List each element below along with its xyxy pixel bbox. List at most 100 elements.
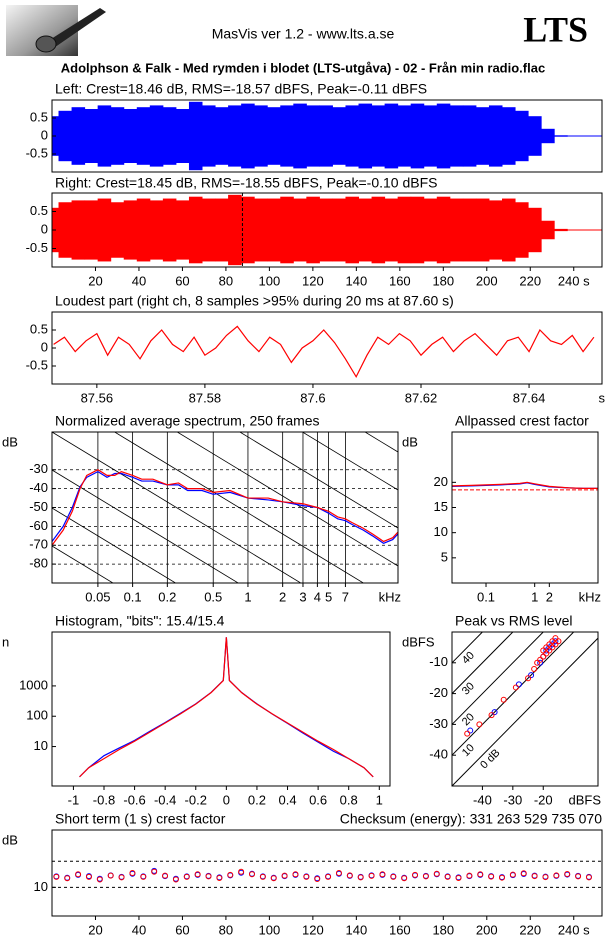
scatter-point <box>549 641 556 648</box>
scatter-point <box>172 876 179 883</box>
waveform-bar <box>215 107 229 165</box>
waveform-bar <box>502 198 516 262</box>
scatter-point <box>455 874 462 881</box>
scatter-point <box>531 665 538 672</box>
scatter-point <box>476 721 483 728</box>
x-tick-label: 7 <box>342 589 349 604</box>
waveform-bar <box>136 198 151 262</box>
scatter-point <box>552 641 559 648</box>
x-tick-label: 240 s <box>558 922 590 937</box>
scatter-point <box>537 659 544 666</box>
y-tick-label: -0.5 <box>26 240 48 255</box>
waveform-bar <box>462 198 477 262</box>
scatter-point <box>129 870 136 876</box>
waveform-bar <box>449 198 464 262</box>
panel: Allpassed crest factor dB kHz 20 15 10 5 0.1 1 2 <box>402 413 601 605</box>
logo: LTS <box>523 9 588 49</box>
photo-shape <box>35 35 57 53</box>
y-tick-label: 20 <box>434 474 448 489</box>
scatter-point <box>491 709 498 716</box>
panel: Normalized average spectrum, 250 frames d… <box>2 413 401 605</box>
waveform-bar <box>241 103 255 169</box>
x-tick-label: 120 <box>302 273 324 288</box>
waveform-bar <box>175 200 190 260</box>
scatter-point <box>270 875 277 882</box>
scatter-point <box>500 696 507 703</box>
y-axis-label: dB <box>2 832 18 847</box>
waveform-bar <box>293 198 307 262</box>
x-tick-label: 1 <box>376 792 383 807</box>
waveform-bar <box>436 196 451 264</box>
scatter-point <box>335 870 342 876</box>
waveform-bar <box>358 198 373 262</box>
panel-title: Short term (1 s) crest factor <box>55 811 226 827</box>
scatter-point <box>466 872 473 879</box>
y-tick-label: 10 <box>434 524 448 539</box>
y-tick-label: -30 <box>429 716 448 731</box>
scatter-point <box>238 868 245 875</box>
x-axis-label: dBFS <box>568 792 601 807</box>
crest-line <box>452 632 514 694</box>
x-tick-label: 100 <box>259 273 281 288</box>
crest-line <box>452 632 544 725</box>
series-line <box>52 470 398 545</box>
x-tick-label: -20 <box>534 792 553 807</box>
panel-title: Loudest part (right ch, 8 samples >95% d… <box>55 293 454 309</box>
scatter-point <box>314 875 321 882</box>
y-tick-label: 100 <box>26 708 48 723</box>
x-axis-label: kHz <box>379 589 401 604</box>
waveform-bar <box>241 196 255 264</box>
waveform-bar <box>254 105 268 167</box>
plot-frame <box>451 631 599 787</box>
waveform-bar <box>228 105 242 167</box>
x-axis-label: s <box>599 390 606 405</box>
scatter-point <box>542 874 549 881</box>
y-tick-label: -40 <box>29 480 48 495</box>
panel: Short term (1 s) crest factor Checksum (e… <box>2 811 603 937</box>
panel: Histogram, "bits": 15.4/15.4n101001000-1… <box>2 613 391 807</box>
plot-frame <box>51 829 603 917</box>
waveform-bar <box>293 103 307 169</box>
y-axis-label: dB <box>2 434 18 449</box>
waveform-bar <box>515 202 529 258</box>
y-tick-label: 15 <box>434 499 448 514</box>
x-tick-label: 180 <box>432 273 454 288</box>
slope-line <box>113 432 365 583</box>
slope-line <box>301 432 398 491</box>
x-tick-label: 0.4 <box>278 792 296 807</box>
x-tick-label: 4 <box>314 589 321 604</box>
waveform-bar <box>84 109 99 163</box>
waveform-bar <box>502 107 516 165</box>
waveform-bar <box>371 105 386 167</box>
waveform-bar <box>554 228 568 232</box>
waveform-bar <box>97 198 112 262</box>
scatter-point <box>585 874 592 881</box>
x-tick-label: 0.1 <box>477 589 495 604</box>
slope-line <box>52 469 239 583</box>
scatter-point <box>259 873 266 880</box>
waveform-bar <box>462 105 477 167</box>
waveform-bar <box>123 200 138 260</box>
scatter-point <box>357 874 364 881</box>
photo-shape <box>40 8 106 52</box>
waveform-bar <box>345 196 360 264</box>
scatter-point <box>540 647 547 654</box>
scatter-point <box>540 653 547 660</box>
waveform-bar <box>254 198 268 262</box>
x-tick-label: 87.64 <box>513 390 546 405</box>
scatter-point <box>64 875 71 882</box>
scatter-point <box>325 873 332 880</box>
waveform-bar <box>410 196 425 264</box>
x-tick-label: 0.2 <box>248 792 266 807</box>
y-tick-label: -30 <box>29 461 48 476</box>
waveform-bar <box>280 105 294 167</box>
scatter-point <box>520 870 527 877</box>
waveform-bar <box>215 198 229 262</box>
waveform-bar <box>541 128 555 144</box>
slope-line <box>52 432 302 583</box>
scatter-point <box>75 871 82 878</box>
waveform-bar <box>384 198 399 262</box>
waveform-bar <box>488 200 503 260</box>
y-tick-label: -20 <box>429 685 448 700</box>
